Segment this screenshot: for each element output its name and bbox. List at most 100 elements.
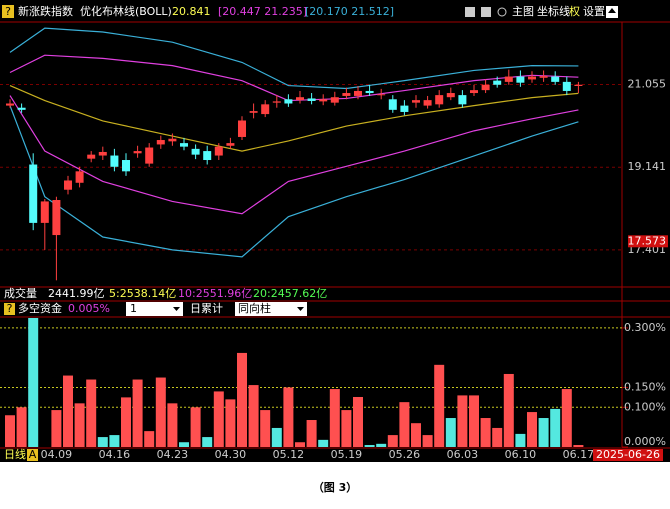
- bar: [132, 379, 143, 447]
- bar: [550, 408, 561, 447]
- candle-body: [168, 138, 177, 142]
- candle-body: [307, 98, 316, 101]
- y-tick-label: 21.055: [628, 78, 667, 91]
- x-tick-label: 04.09: [41, 448, 73, 461]
- bar: [445, 418, 456, 447]
- candle-body: [365, 90, 374, 94]
- mode-label: 日累计: [190, 302, 223, 315]
- candle-body: [377, 94, 386, 96]
- bar: [422, 435, 433, 447]
- add-button[interactable]: [465, 7, 475, 17]
- candle-body: [412, 100, 420, 103]
- style-dropdown[interactable]: [235, 302, 307, 316]
- bar: [434, 364, 445, 447]
- candle-body: [180, 143, 188, 147]
- bar: [573, 445, 584, 447]
- bar: [399, 402, 410, 447]
- dropdown-arrow: [173, 307, 180, 311]
- menu-item[interactable]: 权: [569, 5, 580, 18]
- x-tick-label: 05.19: [331, 448, 363, 461]
- candle-body: [64, 180, 72, 190]
- price-marker-label: 17.573: [628, 234, 667, 247]
- help-icon[interactable]: [4, 303, 15, 315]
- candle-body: [249, 111, 258, 113]
- candle-body: [528, 76, 536, 80]
- candle-body: [388, 99, 397, 110]
- candle-body: [17, 107, 26, 110]
- volume-label: 成交量: [4, 286, 37, 300]
- bar: [97, 437, 108, 447]
- bar: [28, 318, 39, 447]
- candle-body: [156, 140, 165, 145]
- menu-item[interactable]: 设置: [583, 5, 605, 18]
- caption: （图 3）: [313, 481, 357, 494]
- candle-body: [435, 95, 444, 105]
- candle-body: [296, 97, 304, 101]
- bar: [271, 427, 282, 447]
- candle-body: [272, 101, 281, 103]
- mid-value: 20.841: [172, 5, 211, 18]
- panel-title: 多空资金: [18, 301, 62, 315]
- bar: [179, 442, 189, 447]
- candle-body: [493, 80, 502, 85]
- x-tick-label: 05.26: [389, 448, 421, 461]
- bar: [74, 403, 85, 447]
- menu-item[interactable]: 坐标线: [537, 4, 570, 18]
- band-line: [9, 95, 579, 215]
- candle-body: [504, 76, 513, 82]
- bar: [283, 387, 294, 447]
- bar: [260, 410, 271, 447]
- period-dropdown[interactable]: [126, 302, 183, 316]
- volume-total: 2441.99亿: [48, 287, 105, 300]
- help-mark: ?: [5, 5, 11, 18]
- candle-body: [319, 99, 328, 102]
- panel-current: 0.005%: [68, 302, 110, 315]
- candle-body: [458, 95, 467, 105]
- candle-body: [574, 84, 583, 86]
- y-tick-label: 0.150%: [624, 380, 666, 393]
- candle-body: [75, 171, 84, 183]
- menu-item[interactable]: 主图: [512, 5, 534, 18]
- bar: [248, 385, 259, 447]
- candle-body: [122, 160, 130, 172]
- x-tick-label: 05.12: [273, 448, 305, 461]
- candle-body: [98, 151, 107, 156]
- bar: [295, 442, 305, 447]
- candle-body: [330, 97, 339, 103]
- bar: [387, 435, 398, 447]
- bar: [237, 352, 247, 447]
- bar: [121, 397, 131, 447]
- period-label: 日线: [4, 447, 26, 461]
- zoom-icon[interactable]: [497, 7, 507, 17]
- candle-body: [87, 154, 96, 159]
- study-name: 优化布林线(BOLL): [80, 4, 172, 18]
- band-line: [9, 105, 579, 258]
- band-line: [9, 85, 579, 152]
- candle-body: [214, 146, 223, 156]
- bar: [503, 373, 514, 447]
- candle-body: [191, 148, 200, 155]
- indicator-name: 新涨跌指数: [18, 4, 73, 18]
- adjust-box[interactable]: [27, 449, 38, 461]
- y-tick-label: 0.000%: [624, 435, 666, 448]
- candle-body: [133, 151, 142, 154]
- band-line: [9, 27, 579, 90]
- bar: [515, 433, 526, 447]
- remove-button[interactable]: [481, 7, 491, 17]
- bar: [63, 375, 73, 447]
- candle-body: [342, 93, 351, 96]
- bar: [411, 423, 421, 447]
- bar: [527, 412, 537, 447]
- candle-body: [481, 84, 490, 91]
- inner-band: [20.447 21.235]: [218, 5, 307, 18]
- candle-body: [261, 104, 270, 115]
- adjust-flag: A: [29, 448, 37, 461]
- volume-ma: 5:2538.14亿: [109, 287, 176, 300]
- candle-body: [6, 103, 14, 106]
- period-value: 1: [130, 302, 137, 315]
- bar: [561, 389, 572, 447]
- help-icon[interactable]: [2, 5, 14, 18]
- bar: [16, 407, 27, 447]
- bar: [480, 418, 491, 447]
